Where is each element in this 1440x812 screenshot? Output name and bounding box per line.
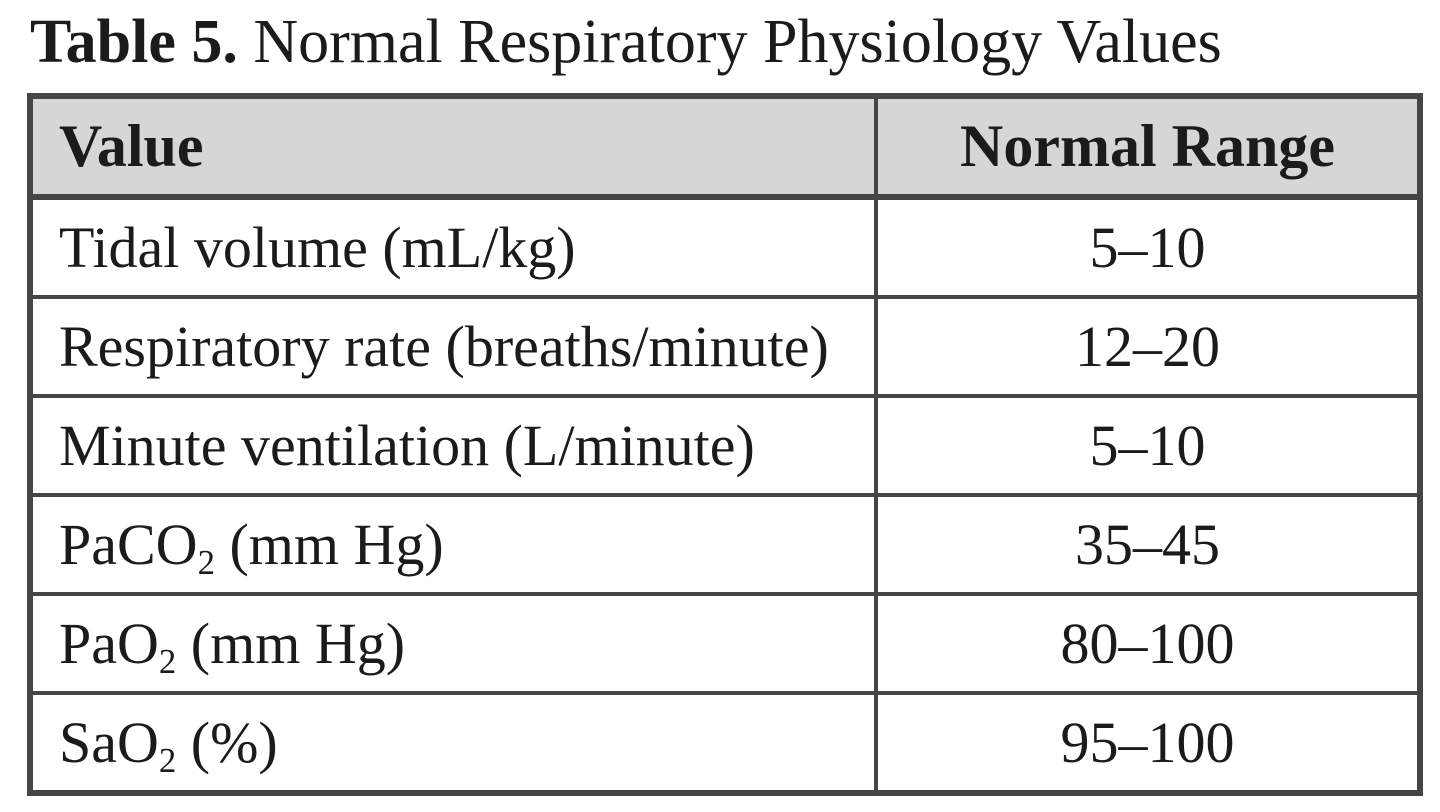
- value-label-subscript: 2: [158, 740, 177, 780]
- value-label-text: PaCO: [59, 512, 198, 577]
- value-label-cell: Tidal volume (mL/kg): [28, 195, 878, 299]
- value-label-cell: Respiratory rate (breaths/minute): [28, 295, 878, 398]
- table-caption: Table 5. Normal Respiratory Physiology V…: [30, 8, 1222, 76]
- normal-range-cell: 95–100: [874, 691, 1422, 795]
- normal-range-cell: 5–10: [874, 195, 1422, 299]
- normal-range-cell: 5–10: [874, 394, 1422, 497]
- value-label-cell: PaCO2 (mm Hg): [28, 493, 878, 596]
- value-label-subscript: 2: [197, 542, 215, 582]
- header-cell-value: Value: [28, 94, 878, 200]
- value-label-text: PaO: [59, 611, 159, 676]
- table-caption-number: Table 5.: [30, 8, 238, 76]
- value-label-cell: PaO2 (mm Hg): [28, 592, 878, 695]
- table-row: SaO2 (%) 95–100: [28, 691, 1422, 795]
- table-caption-title: Normal Respiratory Physiology Values: [237, 8, 1222, 76]
- table-row: PaO2 (mm Hg) 80–100: [28, 592, 1422, 695]
- value-label-text: Tidal volume (mL/kg): [59, 215, 576, 280]
- table-row: Minute ventilation (L/minute) 5–10: [28, 394, 1422, 497]
- value-label-text: SaO: [59, 710, 159, 775]
- value-label-suffix: (mm Hg): [214, 512, 444, 577]
- value-label-cell: Minute ventilation (L/minute): [28, 394, 878, 497]
- table-row: Tidal volume (mL/kg) 5–10: [28, 195, 1422, 299]
- value-label-suffix: (%): [176, 710, 278, 775]
- header-cell-normal-range: Normal Range: [874, 94, 1422, 200]
- table-row: Respiratory rate (breaths/minute) 12–20: [28, 295, 1422, 398]
- normal-range-cell: 80–100: [874, 592, 1422, 695]
- normal-range-cell: 35–45: [874, 493, 1422, 596]
- value-label-suffix: (mm Hg): [176, 611, 406, 676]
- value-label-subscript: 2: [158, 641, 177, 681]
- table-header-row: Value Normal Range: [28, 94, 1422, 200]
- normal-range-cell: 12–20: [874, 295, 1422, 398]
- table-row: PaCO2 (mm Hg) 35–45: [28, 493, 1422, 596]
- respiratory-values-table: Value Normal Range Tidal volume (mL/kg) …: [27, 93, 1423, 796]
- value-label-text: Respiratory rate (breaths/minute): [59, 314, 829, 379]
- value-label-text: Minute ventilation (L/minute): [59, 413, 755, 478]
- value-label-cell: SaO2 (%): [28, 691, 878, 795]
